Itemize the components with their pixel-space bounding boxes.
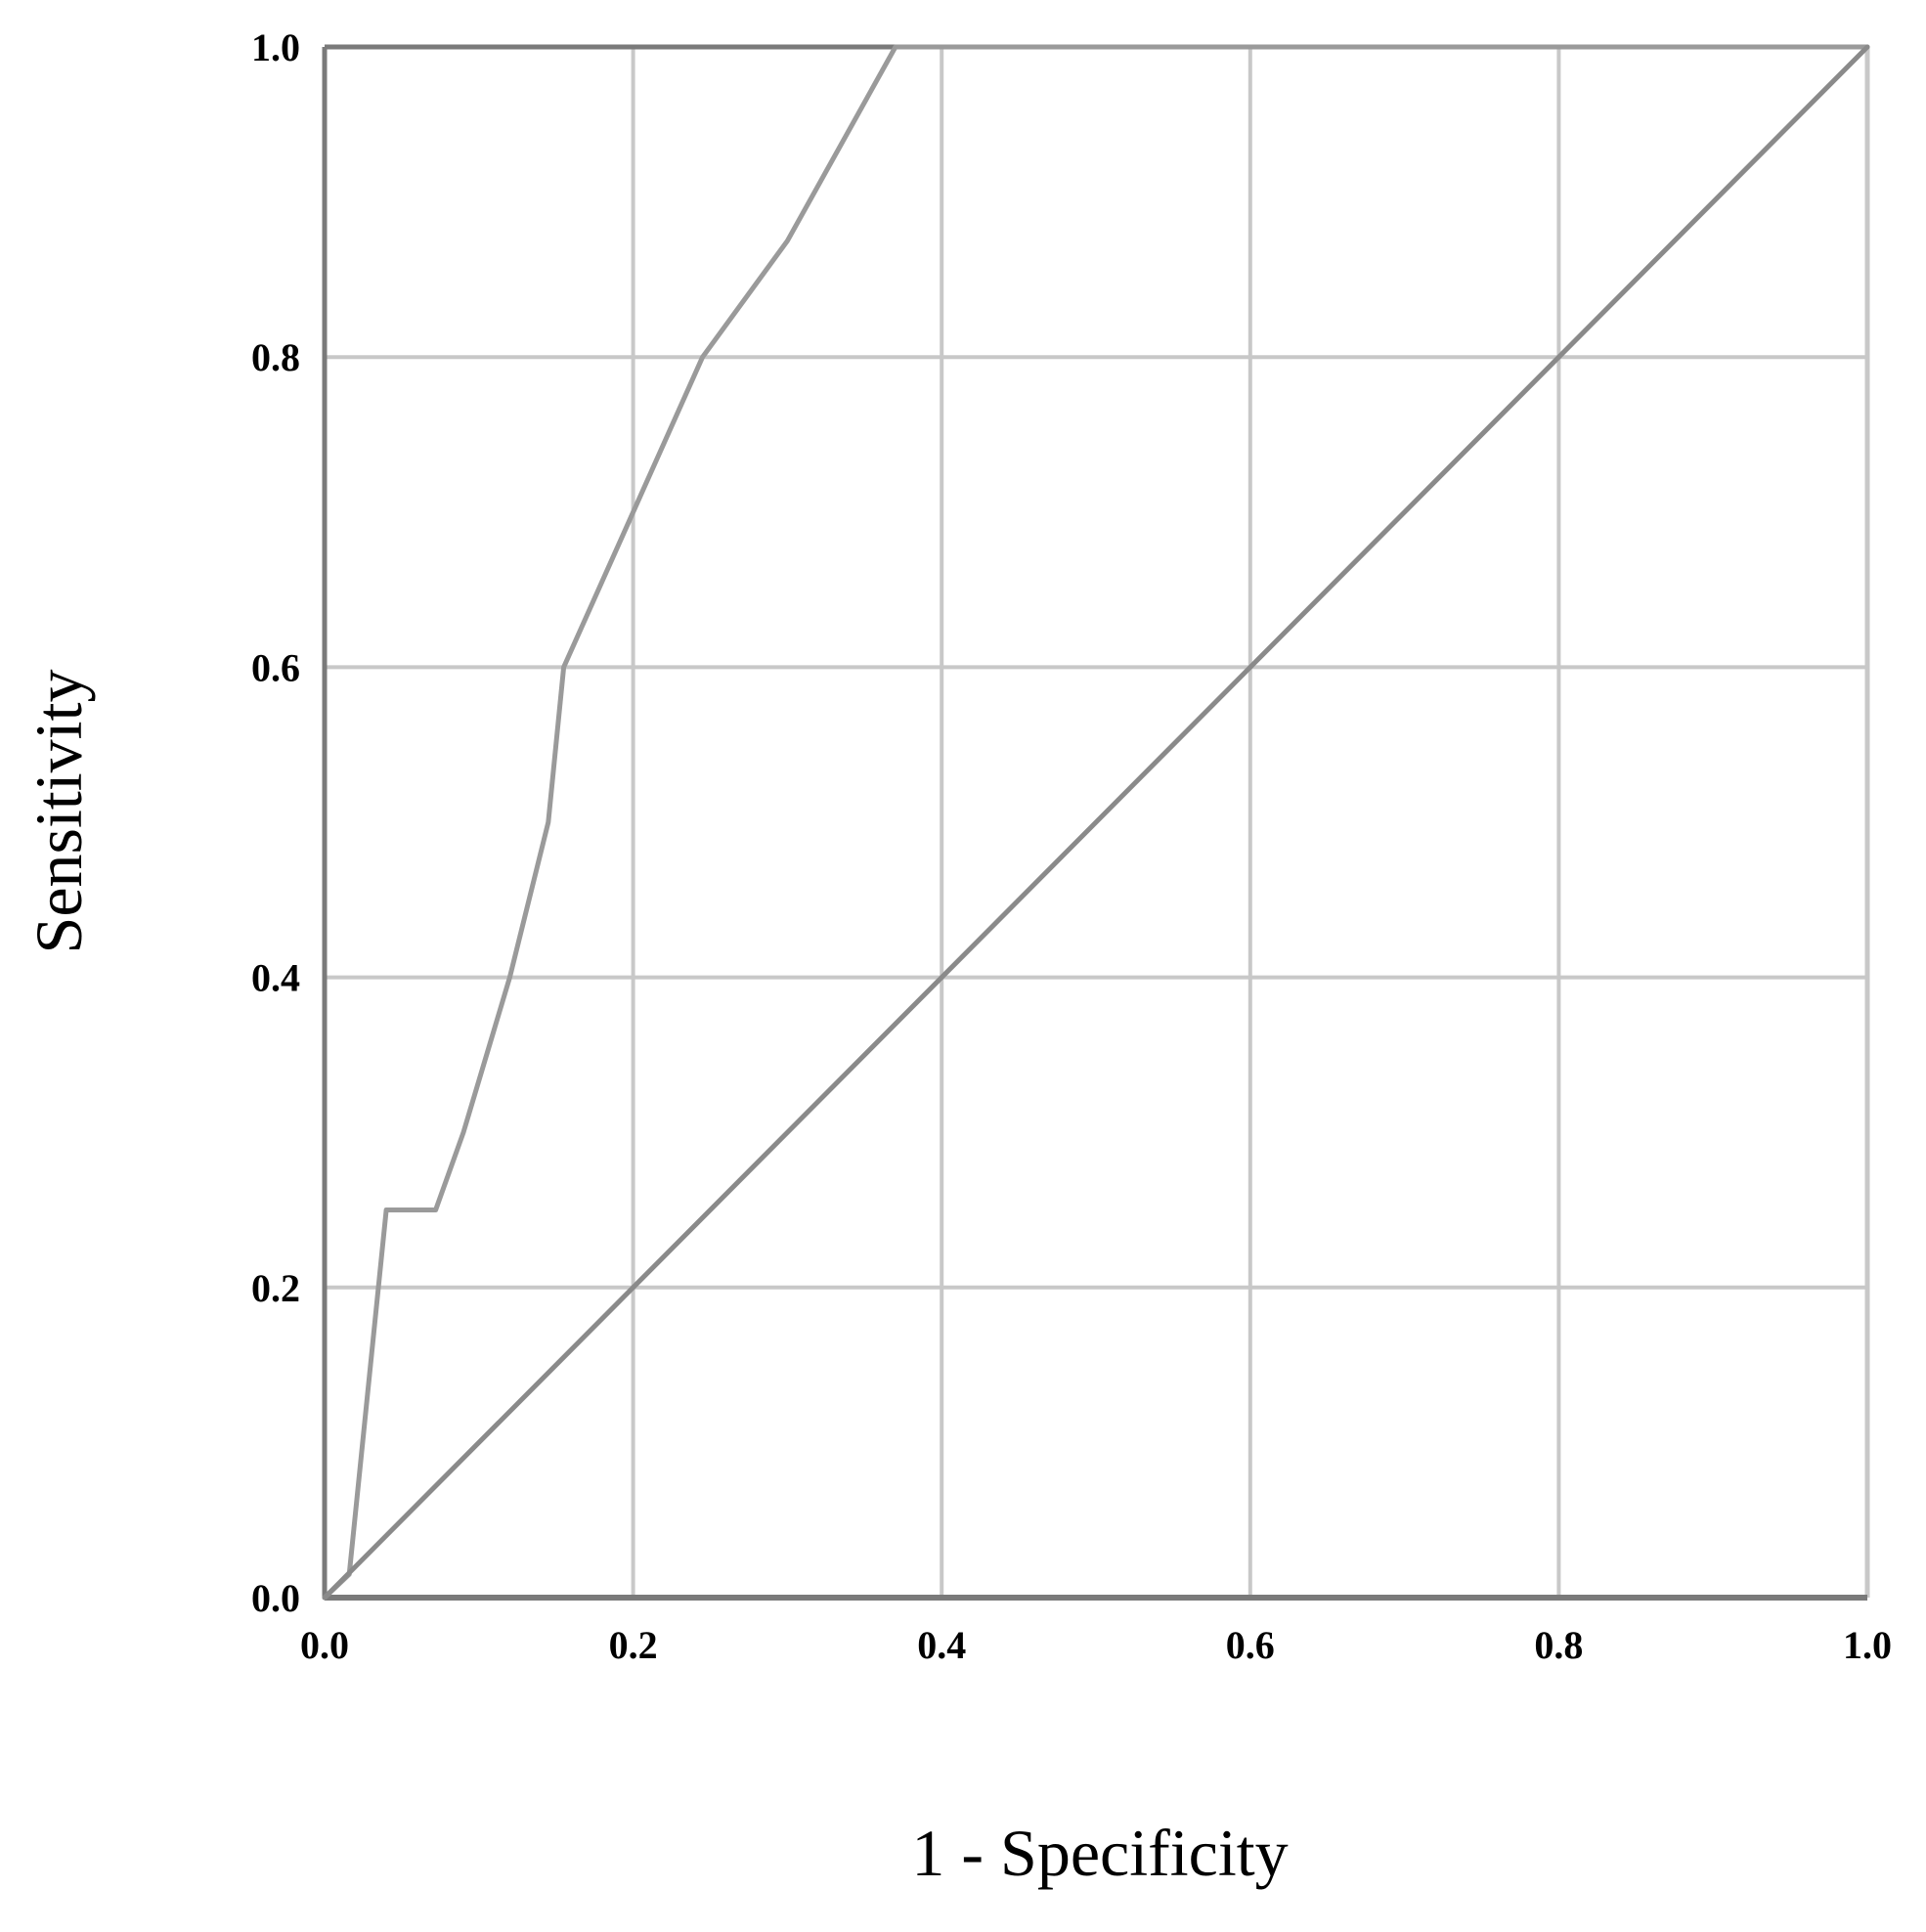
y-tick-label: 0.8: [251, 335, 300, 379]
x-tick-label: 0.0: [300, 1623, 349, 1667]
y-tick-labels: 0.0 0.2 0.4 0.6 0.8 1.0: [251, 25, 300, 1620]
reference-line-line: [322, 44, 1870, 1601]
x-tick-label: 1.0: [1843, 1623, 1892, 1667]
x-axis-title: 1 - Specificity: [911, 1816, 1288, 1890]
x-tick-label: 0.2: [609, 1623, 658, 1667]
y-tick-label: 0.6: [251, 645, 300, 689]
y-tick-label: 0.0: [251, 1576, 300, 1620]
y-tick-label: 0.4: [251, 956, 300, 1000]
x-tick-label: 0.8: [1534, 1623, 1583, 1667]
y-tick-label: 0.2: [251, 1266, 300, 1310]
roc-curve-line: [322, 44, 1870, 1601]
x-tick-label: 0.6: [1226, 1623, 1275, 1667]
x-tick-labels: 0.0 0.2 0.4 0.6 0.8 1.0: [300, 1623, 1892, 1667]
grid-lines: [325, 47, 1867, 1598]
y-tick-label: 1.0: [251, 25, 300, 69]
series-lines: [322, 44, 1870, 1601]
y-axis-title: Sensitivity: [22, 670, 96, 954]
x-tick-label: 0.4: [917, 1623, 966, 1667]
